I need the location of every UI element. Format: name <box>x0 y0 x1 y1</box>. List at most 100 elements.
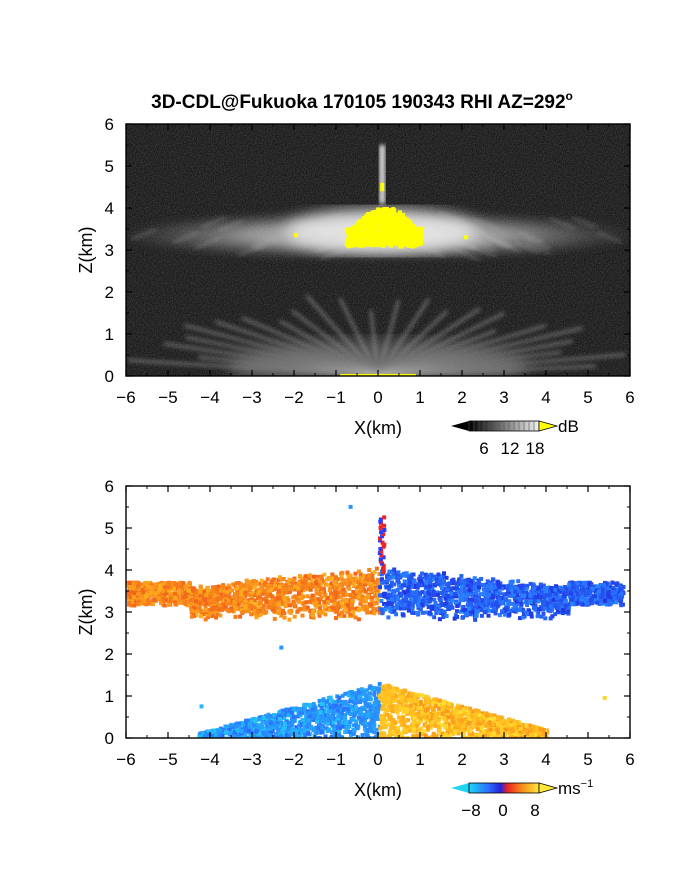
velocity-pixel <box>553 588 557 592</box>
velocity-pixel <box>549 609 553 613</box>
velocity-pixel <box>308 703 312 707</box>
velocity-pixel <box>136 602 140 606</box>
velocity-pixel <box>177 589 181 593</box>
velocity-pixel <box>240 729 244 733</box>
velocity-pixel <box>206 588 210 592</box>
velocity-pixel <box>529 600 533 604</box>
velocity-pixel <box>396 588 400 592</box>
velocity-pixel <box>348 730 352 734</box>
velocity-pixel <box>270 605 274 609</box>
velocity-pixel <box>395 579 399 583</box>
core-pixel <box>357 235 361 239</box>
colorbar-under-triangle <box>451 421 469 431</box>
y-tick-label: 3 <box>105 241 114 260</box>
velocity-pixel <box>414 599 418 603</box>
velocity-pixel <box>208 611 212 615</box>
velocity-pixel <box>357 582 361 586</box>
velocity-pixel <box>277 589 281 593</box>
velocity-pixel <box>198 606 202 610</box>
velocity-pixel <box>353 728 357 732</box>
x-tick-label: −4 <box>200 388 219 407</box>
velocity-pixel <box>448 602 452 606</box>
velocity-pixel <box>154 583 158 587</box>
velocity-pixel <box>184 602 188 606</box>
velocity-pixel <box>345 721 349 725</box>
velocity-pixel <box>346 726 350 730</box>
velocity-pixel <box>351 718 355 722</box>
core-pixel <box>416 239 420 243</box>
velocity-pixel <box>233 592 237 596</box>
velocity-pixel <box>367 582 371 586</box>
core-pixel <box>409 235 413 239</box>
velocity-pixel <box>497 585 501 589</box>
velocity-pixel <box>369 697 373 701</box>
core-pixel <box>385 225 389 229</box>
velocity-pixel <box>428 580 432 584</box>
velocity-pixel <box>576 581 580 585</box>
velocity-pixel <box>440 602 444 606</box>
x-axis-label: X(km) <box>354 418 402 438</box>
velocity-pixel <box>361 600 365 604</box>
velocity-pixel <box>326 722 330 726</box>
velocity-pixel <box>199 614 203 618</box>
velocity-pixel <box>579 593 583 597</box>
colorbar-over-triangle <box>539 421 557 431</box>
velocity-pixel <box>449 587 453 591</box>
velocity-pixel <box>282 587 286 591</box>
velocity-pixel <box>267 733 271 737</box>
velocity-pixel <box>136 584 140 588</box>
velocity-pixel <box>427 599 431 603</box>
velocity-pixel <box>333 710 337 714</box>
velocity-pixel <box>147 602 151 606</box>
velocity-pixel <box>229 724 233 728</box>
velocity-pixel <box>276 727 280 731</box>
velocity-pixels <box>126 505 626 742</box>
velocity-pixel <box>204 593 208 597</box>
velocity-pixel <box>319 575 323 579</box>
velocity-pixel <box>462 608 466 612</box>
velocity-pixel <box>564 600 568 604</box>
velocity-pixel <box>340 712 344 716</box>
velocity-pixel <box>562 595 566 599</box>
velocity-pixel <box>611 581 615 585</box>
velocity-pixel <box>290 711 294 715</box>
velocity-pixel <box>408 580 412 584</box>
velocity-pixel <box>274 596 278 600</box>
velocity-pixel <box>277 602 281 606</box>
velocity-pixel <box>290 728 294 732</box>
velocity-pixel <box>370 588 374 592</box>
velocity-pixel <box>588 590 592 594</box>
velocity-pixel <box>326 729 330 733</box>
velocity-pixel <box>386 602 390 606</box>
velocity-pixel <box>511 607 515 611</box>
core-pixel <box>377 236 381 240</box>
velocity-pixel <box>254 730 258 734</box>
velocity-pixel <box>352 578 356 582</box>
velocity-pixel <box>446 606 450 610</box>
velocity-pixel <box>302 605 306 609</box>
velocity-pixel <box>249 612 253 616</box>
velocity-pixel <box>412 592 416 596</box>
core-pixel <box>409 239 413 243</box>
velocity-pixel <box>357 595 361 599</box>
velocity-pixel <box>491 603 495 607</box>
velocity-pixel <box>431 605 435 609</box>
velocity-pixel <box>607 590 611 594</box>
velocity-pixel <box>537 607 541 611</box>
velocity-pixel <box>195 594 199 598</box>
velocity-pixel <box>367 568 371 572</box>
velocity-pixel <box>318 580 322 584</box>
velocity-pixel <box>230 609 234 613</box>
velocity-pixel <box>311 594 315 598</box>
velocity-pixel <box>249 600 253 604</box>
velocity-pixel <box>224 730 228 734</box>
y-tick-label: 0 <box>105 367 114 386</box>
core-pixel <box>406 226 410 230</box>
velocity-pixel <box>262 589 266 593</box>
velocity-pixel <box>362 574 366 578</box>
velocity-pixel <box>278 575 282 579</box>
velocity-pixel <box>333 581 337 585</box>
velocity-pixel <box>549 604 553 608</box>
velocity-pixel <box>458 595 462 599</box>
